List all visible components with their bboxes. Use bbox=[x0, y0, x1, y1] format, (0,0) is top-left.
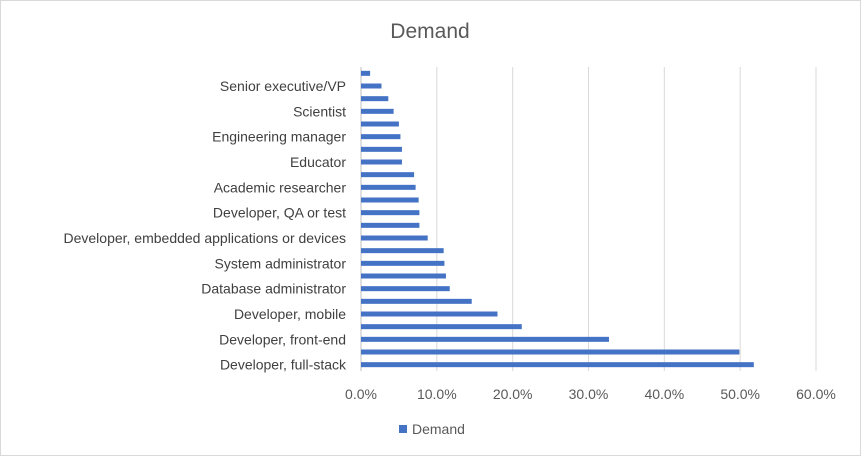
legend: Demand bbox=[399, 421, 465, 437]
gridlines bbox=[360, 67, 817, 371]
category-label: Academic researcher bbox=[214, 179, 347, 195]
category-label: Database administrator bbox=[201, 281, 346, 297]
bar bbox=[361, 146, 402, 152]
bar bbox=[361, 121, 399, 127]
bar bbox=[361, 222, 420, 228]
bar bbox=[361, 248, 444, 254]
bars bbox=[361, 70, 754, 368]
category-label: Developer, mobile bbox=[234, 306, 346, 322]
x-tick-label: 60.0% bbox=[796, 386, 836, 402]
bar bbox=[361, 349, 740, 355]
bar bbox=[361, 197, 419, 203]
bar bbox=[361, 273, 446, 279]
x-tick-labels: 0.0% 10.0% 20.0% 30.0% 40.0% 50.0% 60.0% bbox=[345, 386, 836, 402]
x-tick-label: 30.0% bbox=[569, 386, 609, 402]
x-tick-label: 40.0% bbox=[644, 386, 684, 402]
bar bbox=[361, 324, 522, 330]
category-label: Engineering manager bbox=[212, 129, 346, 145]
bar bbox=[361, 311, 498, 317]
category-label: System administrator bbox=[215, 255, 347, 271]
legend-swatch bbox=[399, 425, 407, 433]
bar bbox=[361, 159, 402, 165]
bar bbox=[361, 83, 382, 89]
bar bbox=[361, 108, 394, 114]
category-labels: Developer, full-stack Developer, front-en… bbox=[63, 78, 347, 373]
bar bbox=[361, 184, 416, 190]
bar bbox=[361, 362, 754, 368]
bar bbox=[361, 298, 472, 304]
category-label: Developer, full-stack bbox=[220, 357, 347, 373]
category-label: Developer, QA or test bbox=[213, 205, 346, 221]
bar bbox=[361, 210, 420, 216]
x-tick-label: 10.0% bbox=[417, 386, 457, 402]
bar bbox=[361, 172, 415, 178]
x-tick-label: 50.0% bbox=[720, 386, 760, 402]
bar bbox=[361, 70, 371, 76]
bar bbox=[361, 260, 445, 266]
category-label: Developer, embedded applications or devi… bbox=[63, 230, 346, 246]
category-label: Developer, front-end bbox=[219, 331, 346, 347]
bar bbox=[361, 336, 609, 342]
category-label: Senior executive/VP bbox=[220, 78, 346, 94]
bar bbox=[361, 235, 428, 241]
chart-title: Demand bbox=[390, 20, 469, 43]
legend-label: Demand bbox=[412, 421, 465, 437]
category-label: Scientist bbox=[293, 103, 346, 119]
bar bbox=[361, 134, 401, 140]
bar bbox=[361, 96, 389, 102]
bar bbox=[361, 286, 450, 292]
x-tick-label: 0.0% bbox=[345, 386, 377, 402]
category-label: Educator bbox=[290, 154, 346, 170]
x-tick-label: 20.0% bbox=[493, 386, 533, 402]
